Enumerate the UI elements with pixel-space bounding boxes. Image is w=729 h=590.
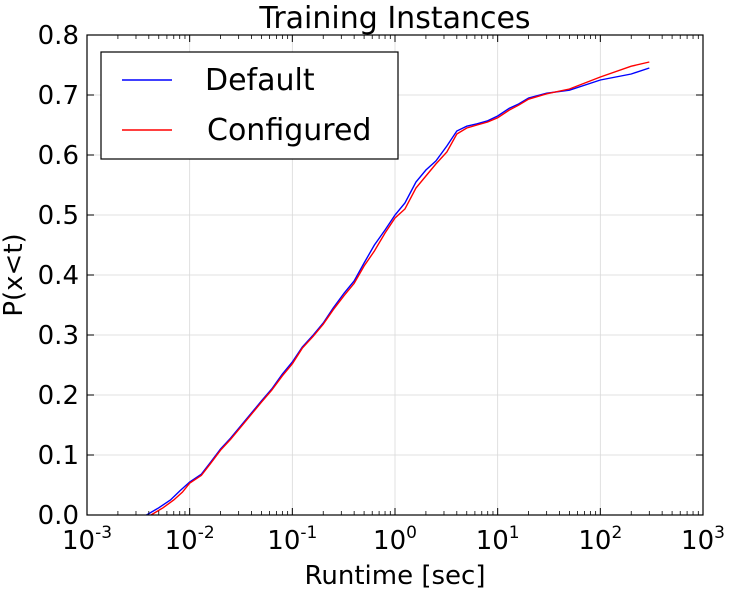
y-tick-label: 0.4 (38, 261, 79, 291)
axis-ticks (86, 34, 704, 516)
y-tick-label: 0.8 (38, 21, 79, 51)
series-line-default (146, 67, 650, 516)
y-tick-label: 0.3 (38, 321, 79, 351)
y-tick-label: 0.5 (38, 201, 79, 231)
y-tick-label: 0.2 (38, 381, 79, 411)
y-tick-label: 0.0 (38, 501, 79, 531)
series-layer (146, 61, 650, 516)
x-tick-label: 10-3 (62, 523, 112, 556)
legend-label-configured: Configured (207, 113, 371, 148)
y-tick-label: 0.7 (38, 81, 79, 111)
legend-box (100, 51, 399, 160)
chart-title: Training Instances (258, 1, 530, 36)
y-axis-title: P(x<t) (0, 233, 29, 316)
y-tick-label: 0.6 (38, 141, 79, 171)
x-tick-label: 103 (681, 523, 725, 556)
legend-label-default: Default (205, 63, 315, 98)
y-tick-labels: 0.0 0.1 0.2 0.3 0.4 0.5 0.6 0.7 0.8 (38, 21, 79, 531)
x-axis-title: Runtime [sec] (305, 561, 486, 590)
x-tick-labels: 10-3 10-2 10-1 100 101 102 103 (62, 523, 725, 556)
x-tick-label: 10-2 (165, 523, 215, 556)
x-tick-label: 101 (476, 523, 520, 556)
x-tick-label: 10-1 (267, 523, 317, 556)
series-line-configured (150, 61, 650, 516)
x-tick-label: 102 (578, 523, 622, 556)
x-tick-label: 100 (373, 523, 417, 556)
legend: Default Configured (100, 51, 399, 160)
y-tick-label: 0.1 (38, 441, 79, 471)
